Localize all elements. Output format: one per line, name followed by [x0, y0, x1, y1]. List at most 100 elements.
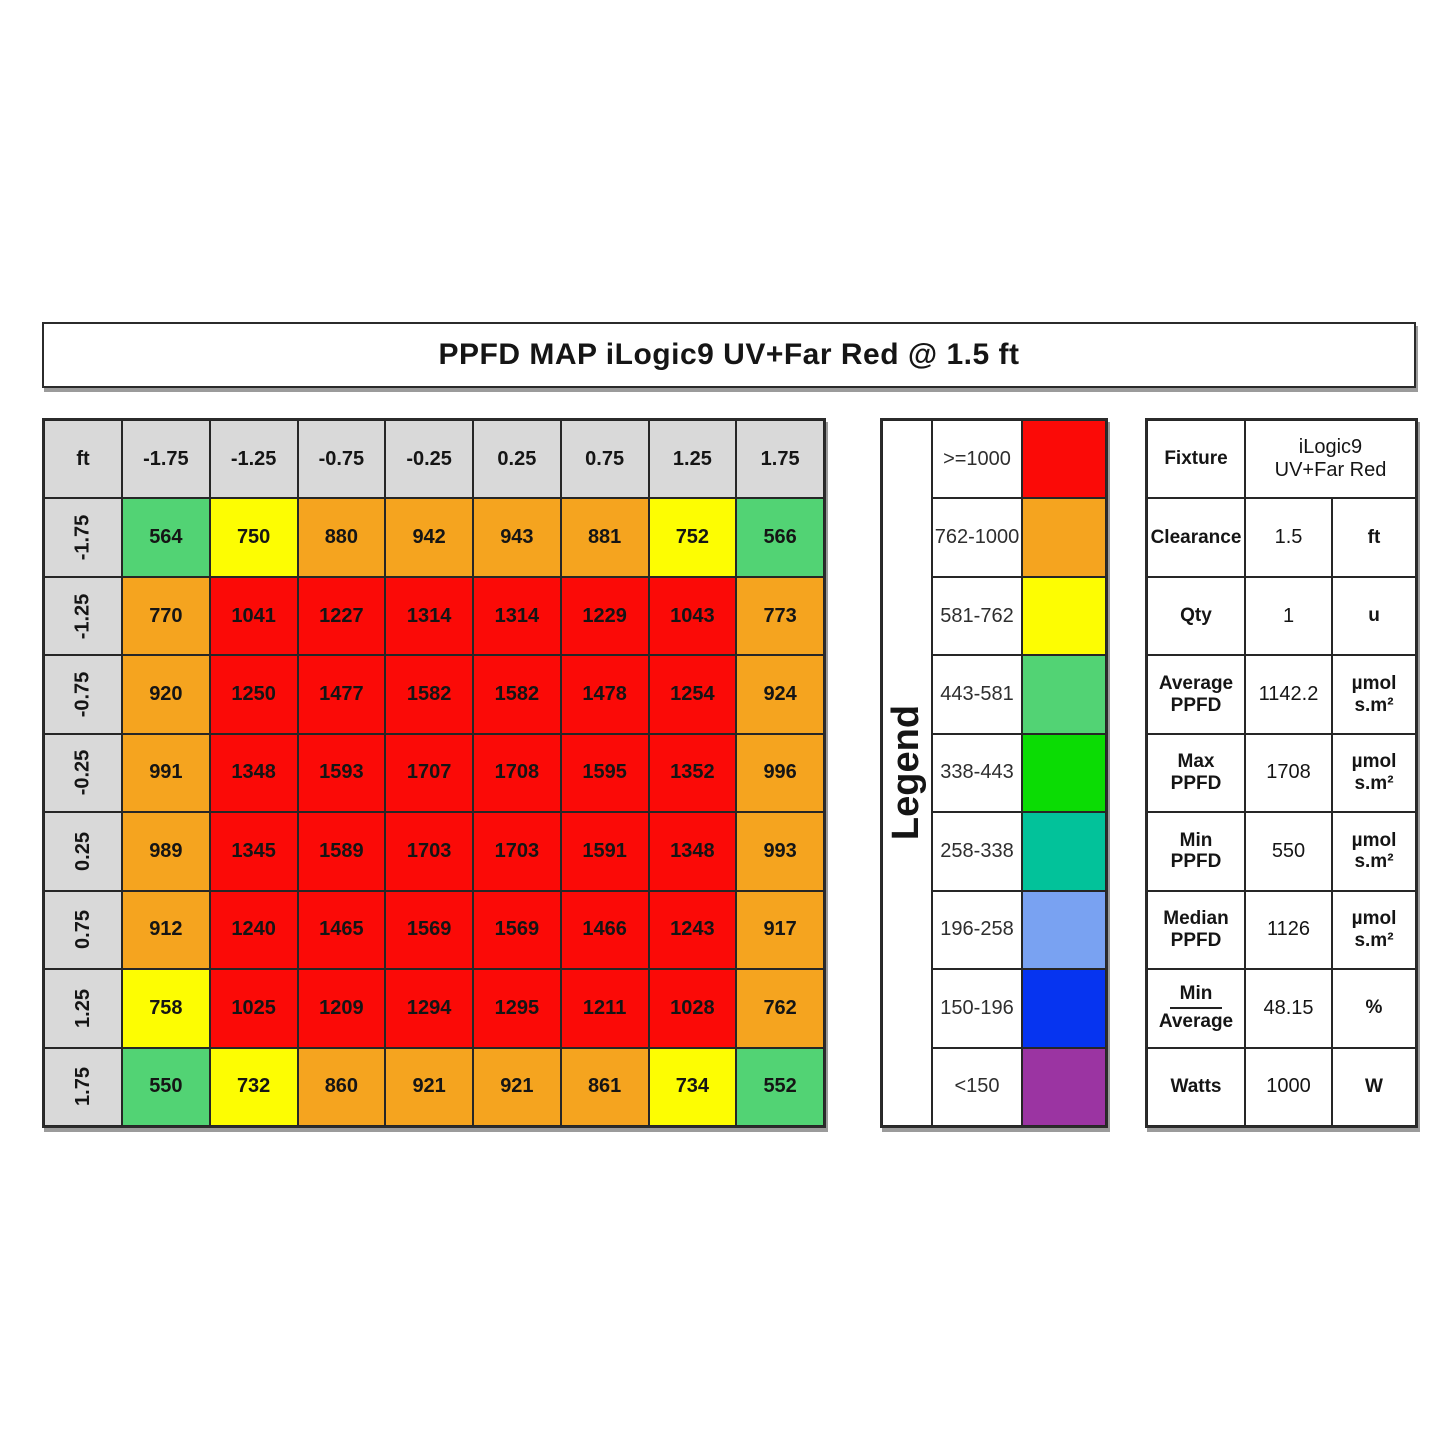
grid-cell: 1254: [648, 655, 737, 734]
grid-cell: 758: [122, 969, 210, 1048]
grid-row-header-label: 1.25: [71, 988, 94, 1028]
grid-cell: 861: [560, 1047, 649, 1126]
legend-color-swatch: [1022, 498, 1106, 577]
legend-color-swatch: [1022, 969, 1106, 1048]
grid-cell: 1250: [209, 655, 298, 734]
info-label: Median PPFD: [1147, 890, 1245, 970]
info-label: Clearance: [1147, 498, 1245, 577]
grid-cell: 1569: [385, 890, 473, 970]
info-unit: ft: [1332, 498, 1416, 577]
grid-cell: 860: [297, 1047, 386, 1126]
legend-color-swatch: [1022, 890, 1106, 970]
grid-row-header-label: -1.75: [71, 514, 94, 561]
legend-title: Legend: [885, 705, 928, 841]
legend-range-label: 258-338: [932, 812, 1022, 891]
grid-cell: 566: [736, 498, 824, 577]
grid-cell: 564: [122, 498, 210, 577]
info-value: 1126: [1245, 890, 1332, 970]
info-label: Fixture: [1147, 420, 1245, 499]
grid-cell: 750: [209, 498, 298, 577]
info-unit: W: [1332, 1047, 1416, 1126]
info-label: Min PPFD: [1147, 812, 1245, 891]
legend-range-label: 338-443: [932, 733, 1022, 813]
grid-cell: 1294: [385, 969, 473, 1048]
legend-range-label: 196-258: [932, 890, 1022, 970]
grid-cell: 1352: [648, 733, 737, 813]
grid-row-header-label: -1.25: [71, 593, 94, 639]
grid-cell: 1708: [473, 733, 561, 813]
grid-cell: 1209: [297, 969, 386, 1048]
grid-cell: 1227: [297, 576, 386, 656]
grid-col-header: -1.75: [122, 420, 210, 499]
grid-col-header: 1.75: [736, 420, 824, 499]
grid-cell: 1348: [209, 733, 298, 813]
grid-cell: 1591: [560, 812, 649, 891]
grid-row-header: 0.25: [44, 812, 122, 891]
grid-cell: 1025: [209, 969, 298, 1048]
grid-cell: 1211: [560, 969, 649, 1048]
grid-cell: 1707: [385, 733, 473, 813]
info-label-fraction: Min Average: [1158, 983, 1234, 1033]
page-title: PPFD MAP iLogic9 UV+Far Red @ 1.5 ft: [438, 338, 1020, 371]
grid-corner-unit-label: ft: [44, 420, 122, 499]
grid-cell: 943: [473, 498, 561, 577]
grid-cell: 1229: [560, 576, 649, 656]
legend-color-swatch: [1022, 812, 1106, 891]
legend-color-swatch: [1022, 1047, 1106, 1126]
title-bar: PPFD MAP iLogic9 UV+Far Red @ 1.5 ft: [42, 322, 1416, 388]
legend-color-swatch: [1022, 576, 1106, 656]
info-value: 1142.2: [1245, 655, 1332, 734]
grid-cell: 773: [736, 576, 824, 656]
grid-cell: 1240: [209, 890, 298, 970]
legend-range-label: 150-196: [932, 969, 1022, 1048]
grid-cell: 924: [736, 655, 824, 734]
grid-cell: 921: [385, 1047, 473, 1126]
info-unit: µmol s.m²: [1332, 812, 1416, 891]
grid-cell: 1348: [648, 812, 737, 891]
grid-cell: 1703: [385, 812, 473, 891]
info-value: 1: [1245, 576, 1332, 656]
info-unit: u: [1332, 576, 1416, 656]
fixture-info-table: Fixture iLogic9 UV+Far Red Clearance 1.5 ft Q…: [1145, 418, 1418, 1128]
grid-cell: 993: [736, 812, 824, 891]
grid-col-header: -1.25: [209, 420, 298, 499]
info-value: 1708: [1245, 733, 1332, 813]
grid-cell: 880: [297, 498, 386, 577]
grid-cell: 1465: [297, 890, 386, 970]
grid-cell: 770: [122, 576, 210, 656]
info-label: Max PPFD: [1147, 733, 1245, 813]
info-label: Min Average: [1147, 969, 1245, 1048]
grid-cell: 1314: [473, 576, 561, 656]
legend-range-label: 762-1000: [932, 498, 1022, 577]
grid-cell: 762: [736, 969, 824, 1048]
grid-row-header: 1.75: [44, 1047, 122, 1126]
info-unit: µmol s.m²: [1332, 655, 1416, 734]
grid-cell: 552: [736, 1047, 824, 1126]
grid-row-header-label: -0.25: [71, 750, 94, 796]
info-unit: %: [1332, 969, 1416, 1048]
grid-cell: 1028: [648, 969, 737, 1048]
grid-cell: 1703: [473, 812, 561, 891]
legend-color-swatch: [1022, 733, 1106, 813]
grid-cell: 1243: [648, 890, 737, 970]
grid-cell: 920: [122, 655, 210, 734]
info-label: Qty: [1147, 576, 1245, 656]
info-unit: µmol s.m²: [1332, 733, 1416, 813]
info-label: Average PPFD: [1147, 655, 1245, 734]
legend-range-label: >=1000: [932, 420, 1022, 499]
grid-cell: 734: [648, 1047, 737, 1126]
grid-row-header: -0.75: [44, 655, 122, 734]
legend-table: Legend >=1000 762-1000 581-762 443-581 338-4…: [880, 418, 1108, 1128]
grid-cell: 917: [736, 890, 824, 970]
grid-row-header: -0.25: [44, 733, 122, 813]
legend-color-swatch: [1022, 655, 1106, 734]
grid-cell: 732: [209, 1047, 298, 1126]
grid-col-header: -0.25: [385, 420, 473, 499]
grid-col-header: 1.25: [648, 420, 737, 499]
grid-cell: 1345: [209, 812, 298, 891]
grid-cell: 1478: [560, 655, 649, 734]
info-label: Watts: [1147, 1047, 1245, 1126]
grid-cell: 912: [122, 890, 210, 970]
grid-cell: 1589: [297, 812, 386, 891]
ppfd-heatmap-table: ft -1.75 -1.25 -0.75 -0.25 0.25 0.75 1.25 1.75 -1…: [42, 418, 826, 1128]
